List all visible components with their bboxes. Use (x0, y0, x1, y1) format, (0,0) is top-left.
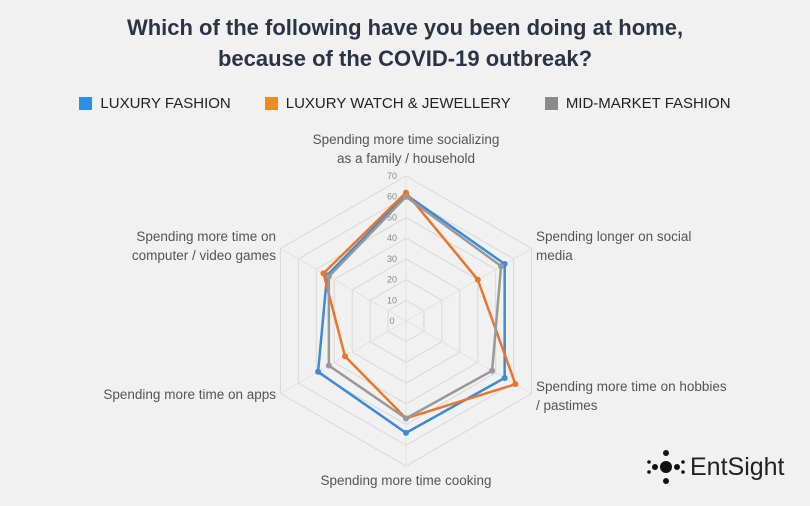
legend-swatch (544, 97, 558, 110)
data-point (315, 368, 322, 375)
data-point (474, 276, 481, 283)
grid-spoke (405, 320, 532, 394)
axis-label: as a family / household (337, 151, 475, 166)
tick-label: 40 (387, 233, 397, 243)
legend-item-luxury-fashion: LUXURY FASHION (79, 95, 231, 112)
data-point (403, 415, 409, 422)
data-point (403, 189, 409, 196)
grid-spoke (405, 248, 532, 322)
legend: LUXURY FASHION LUXURY WATCH & JEWELLERY … (0, 95, 810, 112)
tick-label: 10 (387, 295, 397, 305)
axis-label: / pastimes (536, 398, 598, 413)
legend-label: LUXURY FASHION (100, 95, 231, 112)
axis-label: Spending more time on apps (103, 387, 276, 402)
tick-label: 60 (387, 192, 397, 202)
title-line-1: Which of the following have you been doi… (126, 15, 684, 40)
data-point (403, 429, 409, 436)
data-point (403, 193, 409, 200)
axis-label: Spending more time cooking (320, 473, 491, 488)
data-point (501, 374, 508, 381)
legend-label: MID-MARKET FASHION (565, 95, 731, 112)
data-point (342, 353, 349, 360)
tick-label: 0 (389, 316, 394, 326)
legend-label: LUXURY WATCH & JEWELLERY (285, 95, 511, 112)
legend-item-mid-market: MID-MARKET FASHION (544, 95, 731, 112)
data-point (320, 270, 327, 277)
chart-title: Which of the following have you been doi… (0, 12, 810, 74)
axis-label: media (536, 248, 573, 263)
title-line-2: because of the COVID-19 outbreak? (217, 46, 593, 71)
data-point (512, 381, 519, 388)
data-point (489, 367, 496, 374)
axis-label: Spending more time socializing (313, 132, 500, 147)
tick-label: 30 (387, 254, 397, 264)
entsight-logo: EntSight (646, 447, 785, 487)
grid-spoke (280, 248, 407, 322)
logo-dots-icon (647, 450, 685, 484)
axis-label: Spending more time on (136, 229, 276, 244)
tick-label: 50 (387, 212, 397, 222)
legend-swatch (264, 97, 278, 110)
legend-item-watch-jewellery: LUXURY WATCH & JEWELLERY (264, 95, 511, 112)
tick-label: 70 (387, 171, 397, 181)
data-point (498, 263, 505, 270)
logo-text: EntSight (690, 452, 785, 481)
axis-label: Spending more time on hobbies (536, 379, 727, 394)
axis-label: Spending longer on social (536, 229, 691, 244)
tick-label: 20 (387, 275, 397, 285)
data-point (325, 362, 332, 369)
axis-label: computer / video games (132, 248, 276, 263)
legend-swatch (79, 97, 93, 110)
data-point (325, 273, 332, 280)
